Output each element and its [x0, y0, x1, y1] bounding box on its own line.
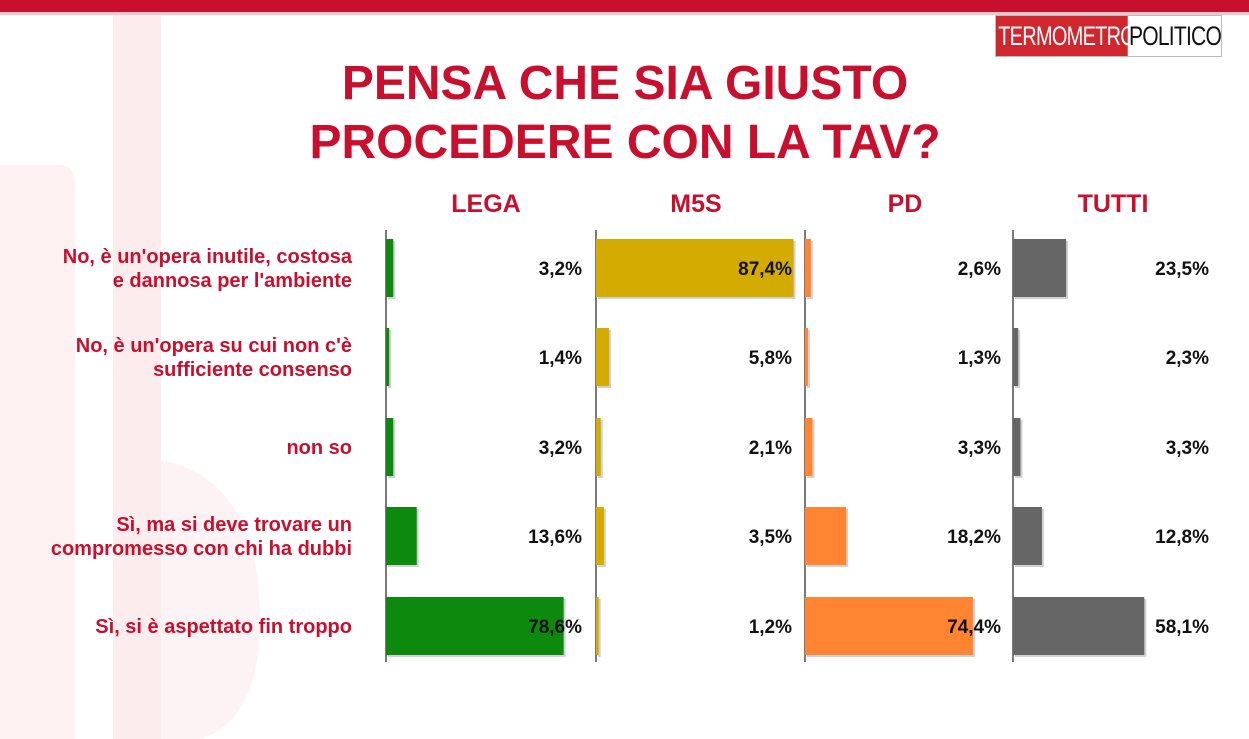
bar-tutti [1013, 507, 1042, 565]
bar-tutti [1013, 328, 1019, 386]
data-label: 1,2% [749, 617, 792, 638]
bar-pd [805, 418, 813, 476]
bar-tutti [1013, 239, 1067, 297]
data-label: 18,2% [947, 527, 1001, 548]
bar-shadow [388, 330, 392, 388]
category-label: compromesso con chi ha dubbi [51, 538, 352, 560]
bar-lega [386, 597, 564, 655]
data-label: 12,8% [1155, 527, 1209, 548]
chart-title: PENSA CHE SIA GIUSTO PROCEDERE CON LA TA… [200, 54, 1050, 172]
bar-pd [805, 328, 808, 386]
bar-m5s [596, 597, 599, 655]
category-label: non so [286, 437, 352, 459]
bar-pd [805, 239, 811, 297]
category-label: No, è un'opera inutile, costosa [63, 246, 353, 268]
bar-lega [386, 328, 390, 386]
data-label: 58,1% [1155, 617, 1209, 638]
data-label: 1,4% [539, 348, 582, 369]
series-title-tutti: TUTTI [1078, 190, 1149, 218]
data-label: 23,5% [1155, 259, 1209, 280]
bar-tutti [1013, 597, 1145, 655]
top-bar-shade [0, 12, 1249, 15]
top-bar [0, 0, 1249, 12]
chart-title-line-1: PENSA CHE SIA GIUSTO [341, 57, 909, 110]
series-title-m5s: M5S [670, 190, 721, 218]
data-label: 2,3% [1166, 348, 1209, 369]
series-title-lega: LEGA [451, 190, 520, 218]
bar-pd [805, 507, 847, 565]
bar-m5s [596, 507, 604, 565]
bar-tutti [1013, 418, 1021, 476]
data-label: 87,4% [738, 259, 792, 280]
bar-lega [386, 418, 394, 476]
category-label: Sì, ma si deve trovare un [116, 514, 352, 536]
bar-shadow [598, 599, 601, 657]
data-label: 78,6% [528, 617, 582, 638]
bar-shadow [807, 330, 810, 388]
category-label: No, è un'opera su cui non c'è [76, 335, 352, 357]
logo-part-termometro: TERMOMETRO [996, 16, 1136, 56]
bar-pd [805, 597, 974, 655]
data-label: 13,6% [528, 527, 582, 548]
bar-m5s [596, 239, 794, 297]
data-label: 2,6% [958, 259, 1001, 280]
series-title-pd: PD [888, 190, 923, 218]
category-label: sufficiente consenso [153, 359, 352, 381]
data-label: 2,1% [749, 438, 792, 459]
category-label: e dannosa per l'ambiente [113, 270, 352, 292]
data-label: 3,3% [1166, 438, 1209, 459]
bar-lega [386, 507, 417, 565]
data-label: 74,4% [947, 617, 1001, 638]
category-label: Sì, si è aspettato fin troppo [95, 616, 352, 638]
data-label: 3,5% [749, 527, 792, 548]
bar-m5s [596, 418, 601, 476]
data-label: 3,2% [539, 259, 582, 280]
chart-title-line-2: PROCEDERE CON LA TAV? [309, 116, 941, 169]
data-label: 3,3% [958, 438, 1001, 459]
bar-lega [386, 239, 394, 297]
termometro-politico-logo: TERMOMETRO POLITICO [995, 15, 1222, 57]
data-label: 3,2% [539, 438, 582, 459]
data-label: 5,8% [749, 348, 792, 369]
bar-m5s [596, 328, 610, 386]
data-label: 1,3% [958, 348, 1001, 369]
